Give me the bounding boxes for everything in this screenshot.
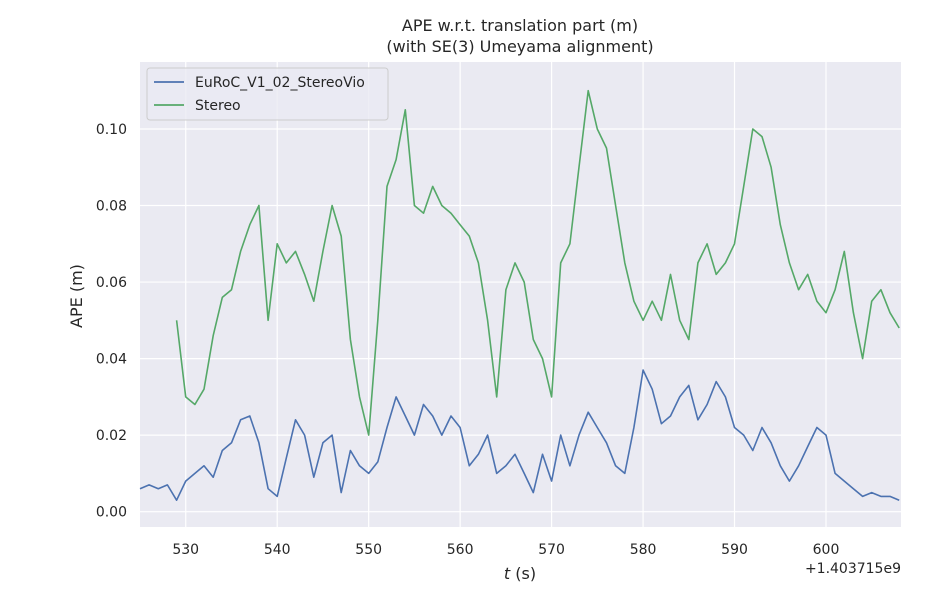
y-tick-label: 0.10 [96, 122, 127, 138]
x-tick-label: 560 [447, 542, 474, 558]
x-tick-labels: 530 540 550 560 570 580 590 600 [172, 542, 839, 558]
y-tick-label: 0.02 [96, 428, 127, 444]
grid-lines [140, 62, 901, 527]
legend: EuRoC_V1_02_StereoVio Stereo [146, 67, 389, 121]
y-tick-label: 0.04 [96, 352, 127, 368]
chart-subtitle: (with SE(3) Umeyama alignment) [386, 37, 653, 56]
x-axis-label: t (s) [504, 564, 536, 583]
y-axis-label: APE (m) [67, 264, 86, 328]
series-layer [139, 89, 900, 502]
x-tick-label: 580 [630, 542, 657, 558]
x-axis-unit: (s) [510, 564, 536, 583]
chart-title: APE w.r.t. translation part (m) [402, 16, 638, 35]
x-offset-label: +1.403715e9 [805, 561, 901, 577]
legend-label-series-2: Stereo [195, 98, 241, 114]
legend-label-series-1: EuRoC_V1_02_StereoVio [195, 75, 365, 91]
legend-box [146, 67, 389, 121]
series-line-2 [175, 89, 900, 436]
x-tick-label: 550 [355, 542, 382, 558]
y-tick-labels: 0.00 0.02 0.04 0.06 0.08 0.10 [96, 122, 127, 521]
series-line-1 [139, 369, 900, 502]
x-axis-variable: t [504, 564, 511, 583]
plot-background [140, 62, 901, 527]
y-tick-label: 0.08 [96, 199, 127, 215]
x-tick-label: 570 [538, 542, 565, 558]
x-tick-label: 600 [813, 542, 840, 558]
x-tick-label: 530 [172, 542, 199, 558]
x-tick-label: 590 [721, 542, 748, 558]
x-tick-label: 540 [264, 542, 291, 558]
y-tick-label: 0.00 [96, 505, 127, 521]
y-tick-label: 0.06 [96, 275, 127, 291]
